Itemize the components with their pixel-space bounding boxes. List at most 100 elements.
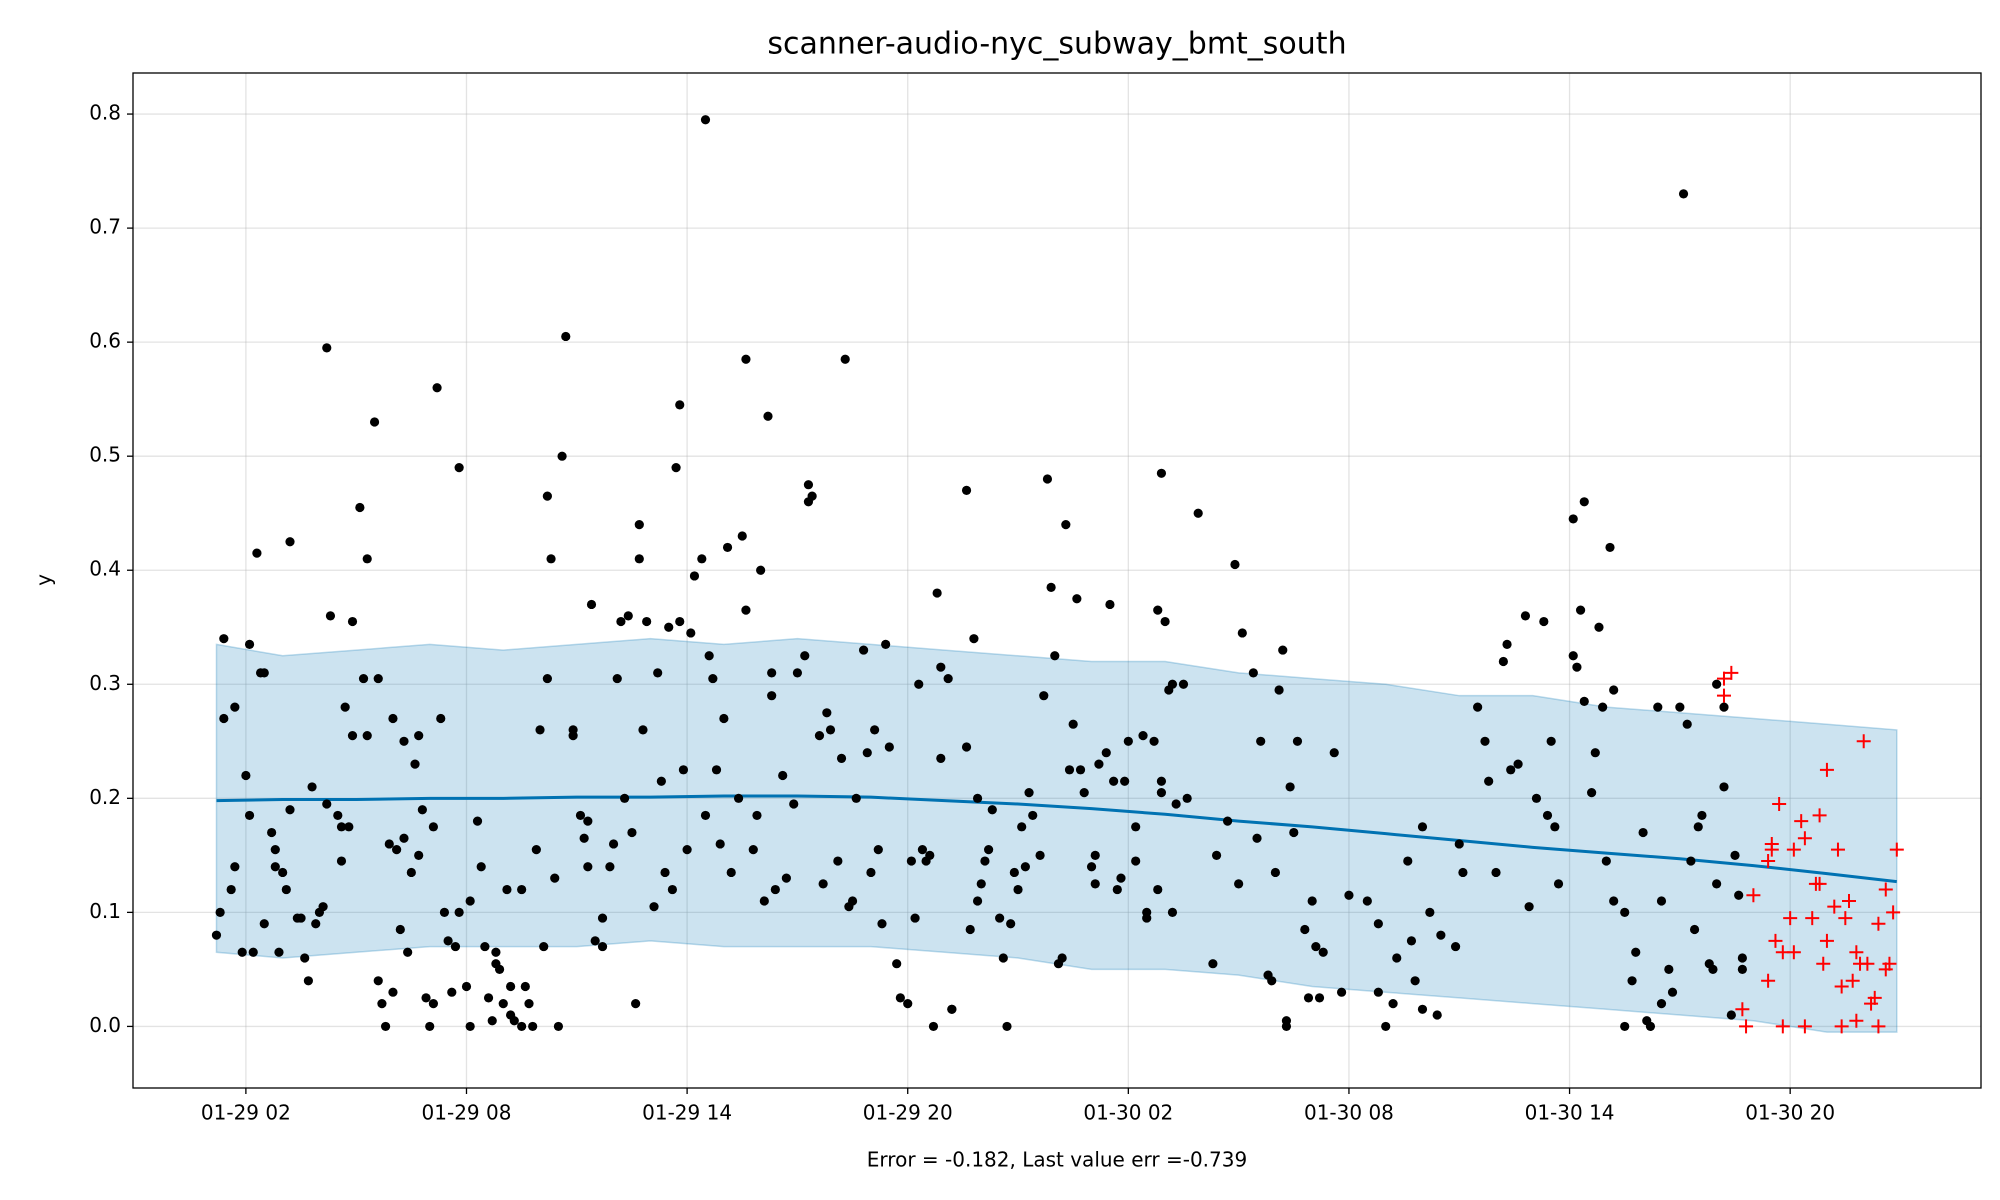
data-point: [542, 673, 552, 684]
data-point: [535, 725, 545, 735]
data-point: [491, 947, 501, 957]
data-point: [1362, 896, 1372, 906]
data-point: [660, 867, 670, 878]
data-point: [1675, 702, 1685, 712]
data-point: [1178, 679, 1189, 689]
outlier-point: [1889, 842, 1904, 857]
data-point: [608, 839, 619, 849]
outlier-point: [1761, 973, 1776, 988]
data-point: [627, 827, 637, 838]
data-point: [605, 862, 615, 872]
data-point: [763, 411, 773, 421]
data-point: [1594, 622, 1604, 632]
data-point: [1719, 702, 1729, 712]
data-point: [384, 839, 394, 849]
data-point: [1156, 468, 1167, 478]
data-point: [1656, 999, 1667, 1009]
data-point: [704, 651, 714, 661]
data-point: [1726, 1010, 1736, 1020]
data-point: [925, 850, 935, 860]
data-point: [436, 713, 446, 724]
data-point: [270, 862, 280, 872]
data-point: [858, 645, 869, 655]
data-point: [1568, 651, 1578, 661]
data-point: [656, 776, 666, 786]
data-point: [281, 884, 291, 895]
outlier-point: [1772, 797, 1787, 812]
data-point: [417, 805, 427, 815]
data-point: [285, 537, 295, 547]
outlier-point: [1812, 808, 1827, 823]
data-point: [1182, 793, 1192, 803]
outlier-point: [1871, 916, 1886, 931]
data-point: [1116, 873, 1126, 883]
data-point: [1256, 736, 1266, 746]
data-point: [219, 634, 229, 644]
data-point: [756, 565, 766, 575]
x-tick-label: 01-29 20: [863, 1101, 953, 1125]
data-point: [531, 845, 541, 855]
data-point: [1149, 736, 1159, 746]
data-point: [506, 981, 516, 992]
data-point: [715, 839, 725, 849]
data-point: [498, 999, 508, 1009]
data-point: [664, 622, 674, 632]
data-point: [1373, 987, 1383, 997]
data-point: [906, 856, 916, 866]
data-point: [1314, 993, 1325, 1003]
data-point: [1234, 879, 1244, 889]
y-tick-label: 0.6: [89, 329, 121, 353]
data-point: [976, 879, 986, 889]
y-tick-label: 0.5: [89, 443, 121, 467]
data-point: [1513, 759, 1523, 769]
data-point: [1020, 862, 1030, 872]
data-point: [984, 845, 994, 855]
data-point: [928, 1021, 939, 1032]
data-point: [1627, 976, 1637, 986]
x-tick-label: 01-29 08: [422, 1101, 512, 1125]
data-point: [1024, 788, 1034, 798]
data-point: [318, 902, 328, 912]
data-point: [333, 810, 343, 821]
data-point: [1689, 924, 1700, 935]
data-point: [1153, 605, 1163, 615]
data-point: [873, 845, 883, 855]
data-point: [653, 668, 663, 678]
data-point: [847, 896, 858, 906]
data-point: [851, 793, 861, 803]
data-point: [1458, 867, 1468, 878]
data-point: [1057, 953, 1067, 963]
outlier-point: [1867, 990, 1882, 1005]
data-point: [267, 827, 277, 838]
data-point: [803, 480, 814, 490]
data-point: [1006, 919, 1016, 929]
outlier-point: [1768, 933, 1783, 948]
outlier-point: [1794, 814, 1809, 829]
data-point: [634, 554, 644, 564]
data-point: [862, 748, 872, 758]
data-point: [575, 810, 586, 821]
outlier-point: [1805, 911, 1820, 926]
data-point: [884, 742, 894, 752]
data-point: [1094, 759, 1104, 769]
data-point: [1171, 799, 1181, 809]
outlier-point: [1886, 905, 1901, 920]
data-point: [936, 662, 946, 672]
data-point: [1550, 822, 1560, 832]
data-point: [1344, 890, 1354, 900]
data-point: [550, 873, 560, 883]
data-point: [414, 850, 424, 860]
data-point: [1017, 822, 1027, 832]
data-point: [1123, 736, 1133, 746]
data-point: [311, 919, 321, 929]
data-point: [781, 873, 791, 883]
chart-title: scanner-audio-nyc_subway_bmt_south: [767, 27, 1346, 62]
uncertainty-band: [215, 637, 1898, 1033]
data-point: [1484, 776, 1494, 786]
data-point: [244, 810, 255, 821]
data-point: [711, 765, 722, 775]
data-point: [733, 793, 744, 803]
x-tick-label: 01-30 20: [1745, 1101, 1835, 1125]
data-point: [752, 810, 762, 821]
data-point: [1656, 896, 1667, 906]
